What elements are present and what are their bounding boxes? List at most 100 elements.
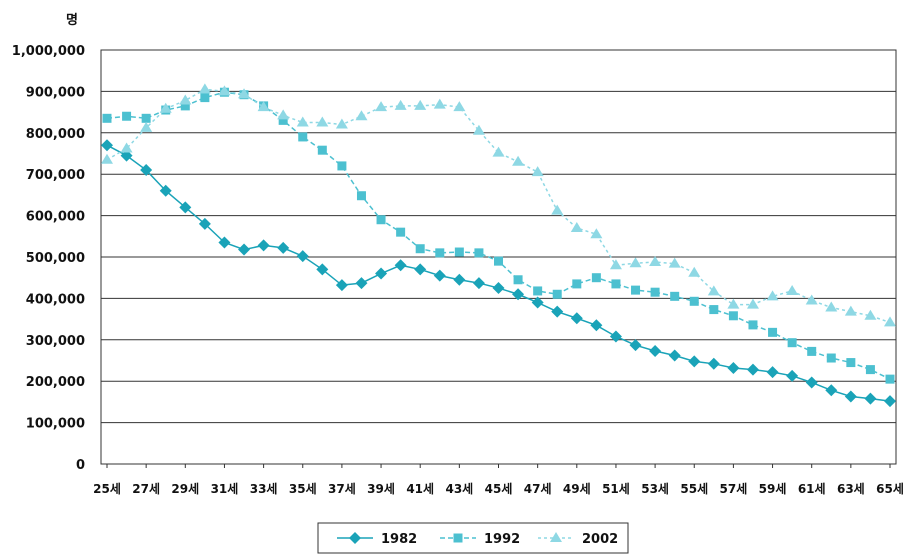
gridlines: [101, 90, 896, 424]
data-point: [805, 376, 818, 389]
data-point: [337, 161, 347, 171]
data-point: [825, 301, 838, 312]
data-point: [552, 289, 562, 299]
data-point: [453, 273, 466, 286]
series-group: [101, 83, 896, 408]
data-point: [396, 227, 406, 237]
data-point: [746, 298, 759, 309]
data-point: [668, 349, 681, 362]
data-point: [689, 296, 699, 306]
x-tick-label: 27세: [132, 481, 160, 496]
data-point: [884, 395, 896, 408]
x-tick-label: 47세: [524, 481, 552, 496]
data-point: [159, 102, 172, 113]
data-point: [355, 110, 368, 121]
data-point: [768, 327, 778, 337]
x-tick-label: 57세: [720, 481, 748, 496]
data-point: [472, 124, 485, 135]
x-tick-label: 29세: [171, 481, 199, 496]
data-point: [629, 257, 642, 268]
data-point: [200, 93, 210, 103]
data-point: [122, 111, 132, 121]
data-point: [296, 250, 309, 263]
legend-marker: [550, 532, 562, 542]
data-point: [257, 101, 270, 112]
y-tick-label: 100,000: [26, 417, 85, 432]
data-point: [355, 277, 368, 290]
y-axis: 0 100,000 200,000 300,000 400,000 500,000 600,…: [12, 44, 85, 473]
data-point: [492, 146, 505, 157]
x-tick-label: 45세: [485, 481, 513, 496]
data-point: [492, 282, 505, 295]
legend-label: 2002: [582, 532, 618, 547]
data-point: [609, 330, 622, 343]
data-point: [609, 259, 622, 270]
y-tick-label: 300,000: [26, 334, 85, 349]
data-point: [631, 285, 641, 295]
data-point: [531, 296, 544, 309]
data-point: [728, 311, 738, 321]
data-point: [102, 113, 112, 123]
data-point: [415, 244, 425, 254]
data-point: [707, 285, 720, 296]
data-point: [296, 116, 309, 127]
y-tick-label: 700,000: [26, 168, 85, 183]
x-tick-label: 43세: [445, 481, 473, 496]
data-point: [101, 139, 113, 152]
data-point: [570, 222, 583, 233]
series-line: [106, 88, 891, 324]
data-point: [238, 243, 251, 256]
x-tick-label: 41세: [406, 481, 434, 496]
data-point: [591, 273, 601, 283]
data-point: [590, 319, 603, 332]
series-1982: [101, 139, 896, 408]
data-point: [474, 248, 484, 258]
data-point: [394, 259, 407, 272]
data-point: [846, 358, 856, 368]
data-point: [435, 248, 445, 258]
data-point: [375, 101, 388, 112]
data-point: [335, 118, 348, 129]
data-point: [316, 263, 329, 276]
data-point: [277, 241, 290, 254]
x-tick-label: 39세: [367, 481, 395, 496]
legend-marker: [453, 533, 463, 543]
data-point: [688, 266, 701, 277]
data-point: [394, 99, 407, 110]
x-tick-label: 25세: [93, 481, 121, 496]
data-point: [629, 339, 642, 352]
x-tick-label: 31세: [211, 481, 239, 496]
x-tick-label: 63세: [837, 481, 865, 496]
data-point: [649, 255, 662, 266]
data-point: [414, 99, 427, 110]
data-point: [101, 153, 113, 164]
data-point: [316, 116, 329, 127]
data-point: [238, 88, 251, 99]
data-point: [826, 353, 836, 363]
data-point: [688, 355, 701, 368]
data-point: [179, 201, 192, 214]
x-tick-label: 37세: [328, 481, 356, 496]
data-point: [570, 312, 583, 325]
data-point: [159, 184, 172, 197]
legend-marker: [349, 532, 361, 544]
x-tick-label: 51세: [602, 481, 630, 496]
x-tick-label: 49세: [563, 481, 591, 496]
y-tick-label: 0: [76, 458, 85, 473]
y-unit-label: 명: [66, 12, 78, 28]
x-tick-label: 33세: [250, 481, 278, 496]
x-tick-label: 61세: [798, 481, 826, 496]
x-tick-label: 55세: [680, 481, 708, 496]
data-point: [670, 291, 680, 301]
y-tick-label: 600,000: [26, 210, 85, 225]
data-point: [472, 277, 485, 290]
data-point: [844, 305, 857, 316]
data-point: [650, 287, 660, 297]
data-point: [884, 316, 896, 327]
x-tick-label: 65세: [876, 481, 904, 496]
legend-label: 1992: [484, 532, 520, 547]
data-point: [885, 374, 895, 384]
data-point: [140, 164, 153, 177]
data-point: [120, 149, 133, 162]
data-point: [433, 269, 446, 282]
